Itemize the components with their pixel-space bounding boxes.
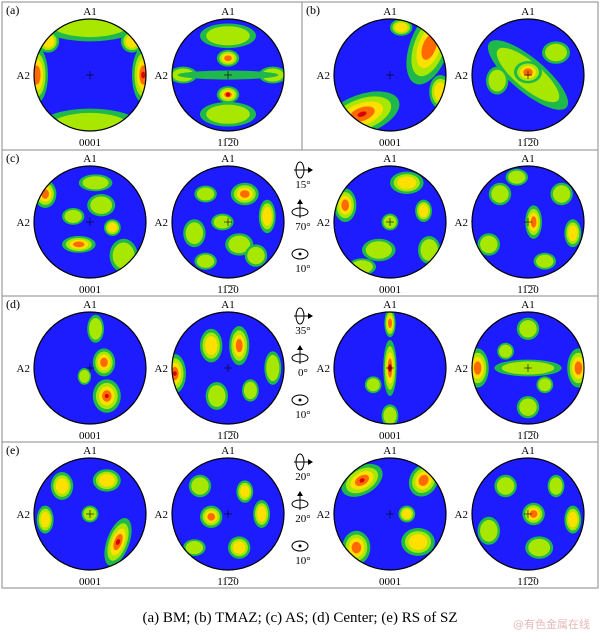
pole-figure-c0: [33, 165, 147, 279]
plane-label: 11̅2̅0: [217, 137, 239, 149]
axis-label-a1: A1: [83, 6, 96, 18]
rotation-y-icon: [291, 491, 309, 510]
axis-label-a1: A1: [221, 299, 234, 311]
plane-label: 11̅2̅0: [517, 576, 539, 588]
axis-label-a1: A1: [83, 299, 96, 311]
rotation-angle: 10°: [295, 409, 310, 421]
plane-label: 11̅2̅0: [217, 284, 239, 296]
panel-label-d: (d): [6, 297, 20, 311]
pole-figure-d3: [471, 311, 585, 425]
pole-figure-c3: [471, 165, 585, 279]
axis-label-a1: A1: [521, 153, 534, 165]
axis-label-a1: A1: [221, 153, 234, 165]
plane-label: 0001: [79, 430, 101, 442]
axis-label-a1: A1: [221, 6, 234, 18]
axis-label-a1: A1: [221, 445, 234, 457]
plane-label: 0001: [79, 576, 101, 588]
rotation-angle: 70°: [295, 221, 310, 233]
plane-label: 0001: [379, 576, 401, 588]
plane-label: 0001: [379, 430, 401, 442]
plane-label: 11̅2̅0: [517, 137, 539, 149]
pole-figure-d2: [333, 311, 447, 425]
panel-label-a: (a): [6, 3, 19, 17]
axis-label-a2: A2: [455, 509, 468, 521]
rotation-angle: 35°: [295, 325, 310, 337]
axis-label-a2: A2: [317, 509, 330, 521]
rotation-z-icon: [291, 540, 309, 552]
plane-label: 11̅2̅0: [517, 284, 539, 296]
axis-label-a2: A2: [17, 363, 30, 375]
axis-label-a1: A1: [383, 6, 396, 18]
panel-label-b: (b): [306, 3, 320, 17]
figure-caption: (a) BM; (b) TMAZ; (c) AS; (d) Center; (e…: [142, 610, 458, 626]
axis-label-a1: A1: [521, 445, 534, 457]
rotation-angle: 0°: [298, 367, 308, 379]
axis-label-a1: A1: [521, 299, 534, 311]
axis-label-a2: A2: [17, 509, 30, 521]
plane-label: 11̅2̅0: [217, 576, 239, 588]
pole-figure-e1: [171, 457, 285, 571]
plane-label: 11̅2̅0: [217, 430, 239, 442]
rotation-angle: 20°: [295, 471, 310, 483]
rotation-z-icon: [291, 394, 309, 406]
axis-label-a2: A2: [455, 363, 468, 375]
axis-label-a2: A2: [17, 70, 30, 82]
axis-label-a1: A1: [383, 153, 396, 165]
plane-label: 0001: [79, 137, 101, 149]
pole-figure-d0: [33, 311, 147, 425]
axis-label-a2: A2: [317, 70, 330, 82]
pole-figure-e3: [471, 457, 585, 571]
pole-figure-e2: [333, 457, 447, 571]
rotation-x-icon: [294, 307, 313, 325]
watermark: @有色金属在线: [513, 618, 590, 631]
axis-label-a1: A1: [521, 6, 534, 18]
pole-figure-b0: [333, 18, 447, 132]
rotation-x-icon: [294, 161, 313, 179]
rotation-angle: 15°: [295, 179, 310, 191]
figure-canvas: A1 A2 0001 A1 A2 11̅2̅0 A1 A2 0001 A1 A2 11̅2̅0 A1 A2…: [1, 1, 599, 589]
panel-label-c: (c): [6, 151, 19, 165]
pole-figure-d1: [171, 311, 285, 425]
pole-figure-c1: [171, 165, 285, 279]
pole-figure-b1: [471, 18, 585, 132]
axis-label-a2: A2: [155, 70, 168, 82]
axis-label-a1: A1: [83, 153, 96, 165]
rotation-angle: 10°: [295, 555, 310, 567]
rotation-y-icon: [291, 345, 309, 364]
rotation-angle: 20°: [295, 513, 310, 525]
axis-label-a2: A2: [317, 217, 330, 229]
pole-figure-e0: [33, 457, 147, 571]
pole-figure-a1: [171, 18, 285, 132]
plane-label: 0001: [379, 284, 401, 296]
panel-label-e: (e): [6, 443, 19, 457]
axis-label-a2: A2: [155, 217, 168, 229]
axis-label-a1: A1: [383, 445, 396, 457]
axis-label-a2: A2: [155, 509, 168, 521]
panel-e-frame: [1, 441, 599, 589]
rotation-angle: 10°: [295, 263, 310, 275]
axis-label-a2: A2: [317, 363, 330, 375]
axis-label-a1: A1: [83, 445, 96, 457]
axis-label-a2: A2: [155, 363, 168, 375]
plane-label: 11̅2̅0: [517, 430, 539, 442]
rotation-y-icon: [291, 199, 309, 218]
axis-label-a2: A2: [455, 217, 468, 229]
plane-label: 0001: [79, 284, 101, 296]
axis-label-a2: A2: [455, 70, 468, 82]
plane-label: 0001: [379, 137, 401, 149]
pole-figure-c2: [333, 165, 447, 279]
axis-label-a1: A1: [383, 299, 396, 311]
pole-figure-a0: [33, 18, 147, 132]
rotation-z-icon: [291, 248, 309, 260]
axis-label-a2: A2: [17, 217, 30, 229]
rotation-x-icon: [294, 453, 313, 471]
